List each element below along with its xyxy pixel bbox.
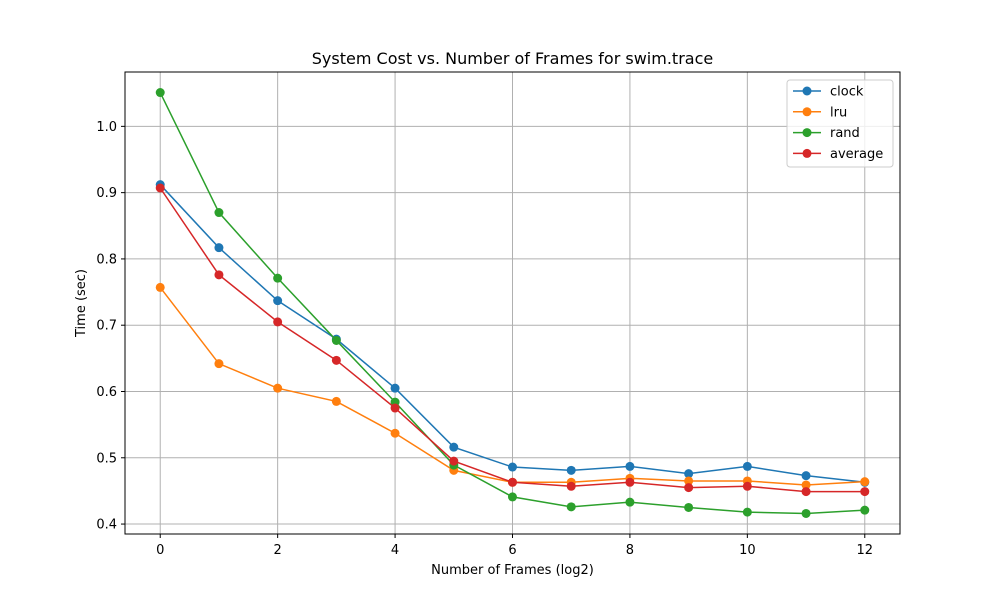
data-point-lru: [155, 282, 165, 292]
data-point-clock: [625, 461, 635, 471]
data-point-average: [508, 477, 517, 487]
data-point-average: [801, 487, 811, 497]
data-point-clock: [684, 469, 694, 479]
legend-item-average: average: [793, 147, 883, 162]
legend-marker: [802, 128, 812, 138]
data-point-average: [390, 403, 400, 413]
legend-item-clock: clock: [793, 85, 864, 100]
data-point-rand: [684, 502, 694, 512]
data-point-clock: [449, 442, 459, 452]
legend-label: average: [830, 147, 883, 162]
legend-marker: [802, 86, 812, 96]
data-point-clock: [214, 243, 224, 253]
chart-title: System Cost vs. Number of Frames for swi…: [312, 49, 713, 68]
y-tick-label: 0.4: [96, 518, 117, 533]
data-point-rand: [273, 273, 283, 283]
y-axis-label: Time (sec): [74, 269, 89, 338]
x-tick-label: 0: [156, 543, 164, 558]
x-tick-label: 10: [739, 543, 756, 558]
data-point-rand: [625, 497, 635, 507]
x-tick-label: 8: [626, 543, 634, 558]
data-point-average: [566, 481, 576, 491]
x-tick-label: 12: [856, 543, 873, 558]
series-clock: [155, 180, 870, 487]
grid-lines: [125, 72, 900, 534]
series-layer: [155, 88, 870, 518]
data-point-average: [273, 317, 283, 327]
series-average: [155, 183, 870, 497]
data-point-clock: [742, 461, 752, 471]
data-point-rand: [742, 507, 752, 517]
legend-box: [786, 79, 894, 168]
legend-label: rand: [830, 126, 860, 141]
data-point-clock: [508, 462, 517, 472]
data-point-rand: [155, 88, 165, 98]
legend: clock lru rand average: [786, 79, 894, 168]
x-axis-label: Number of Frames (log2): [431, 563, 594, 578]
x-tick-label: 2: [274, 543, 282, 558]
y-tick-label: 0.8: [96, 252, 117, 267]
data-point-average: [625, 477, 635, 487]
y-tick-label: 0.6: [96, 385, 117, 400]
data-point-clock: [801, 471, 811, 481]
data-point-lru: [214, 359, 224, 369]
data-point-average: [742, 481, 752, 491]
y-tick-label: 1.0: [96, 120, 117, 135]
y-axis-ticks: 0.4 0.5 0.6 0.7 0.8 0.9 1.0: [96, 120, 125, 533]
data-point-lru: [801, 480, 811, 490]
legend-item-lru: lru: [793, 105, 847, 120]
data-point-average: [155, 183, 165, 193]
data-point-lru: [273, 383, 283, 393]
y-tick-label: 0.9: [96, 186, 117, 201]
x-tick-label: 4: [391, 543, 399, 558]
data-point-clock: [566, 465, 576, 475]
data-point-average: [860, 487, 870, 497]
legend-marker: [802, 107, 812, 117]
y-tick-label: 0.5: [96, 451, 117, 466]
data-point-lru: [684, 476, 694, 486]
legend-label: clock: [830, 85, 864, 100]
data-point-average: [331, 355, 341, 365]
data-point-lru: [331, 396, 341, 406]
data-point-lru: [860, 477, 870, 487]
x-axis-ticks: 0 2 4 6 8 10 12: [156, 534, 873, 558]
legend-label: lru: [830, 105, 847, 120]
legend-item-rand: rand: [793, 126, 860, 141]
data-point-average: [449, 456, 459, 466]
data-point-average: [214, 270, 224, 280]
data-point-clock: [273, 296, 283, 306]
data-point-rand: [331, 335, 341, 345]
data-point-rand: [801, 508, 811, 518]
data-point-clock: [390, 383, 400, 393]
y-tick-label: 0.7: [96, 319, 117, 334]
data-point-average: [684, 483, 694, 493]
legend-marker: [802, 148, 812, 158]
data-point-lru: [390, 428, 400, 438]
data-point-rand: [860, 505, 870, 515]
x-tick-label: 6: [508, 543, 516, 558]
data-point-rand: [566, 502, 576, 512]
data-point-rand: [214, 208, 224, 218]
data-point-rand: [508, 492, 517, 502]
